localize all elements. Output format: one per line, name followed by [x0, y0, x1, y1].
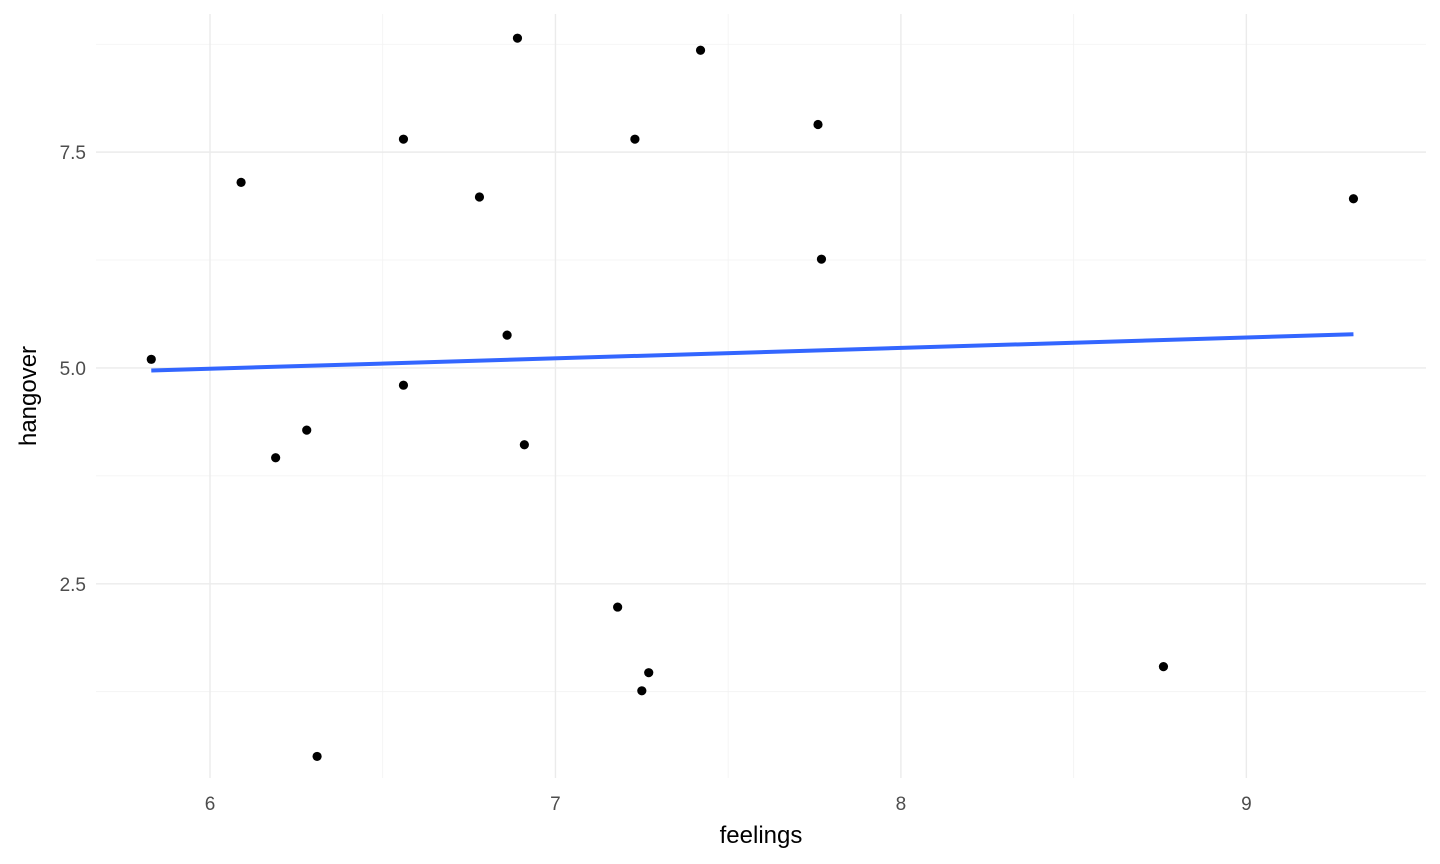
data-point-15 [695, 45, 706, 55]
data-point-17 [816, 254, 827, 264]
data-point-4 [312, 751, 322, 762]
data-point-12 [630, 134, 640, 144]
data-point-0 [146, 354, 156, 364]
data-point-1 [236, 177, 246, 187]
data-point-18 [1158, 662, 1169, 672]
data-point-13 [637, 686, 647, 696]
data-point-11 [613, 602, 623, 612]
data-point-6 [398, 380, 409, 390]
data-point-16 [813, 119, 823, 130]
regression-line-layer [151, 332, 1354, 373]
y-tick-label-2: 7.5 [60, 143, 86, 164]
x-axis-tick-labels: 6 7 8 9 [205, 794, 1252, 815]
data-point-10 [519, 440, 529, 450]
data-point-3 [302, 425, 312, 435]
x-tick-label-1: 7 [550, 794, 561, 815]
y-axis-tick-labels: 2.5 5.0 7.5 [60, 143, 86, 596]
x-tick-label-2: 8 [896, 794, 907, 815]
data-point-14 [644, 668, 654, 678]
minor-gridlines [96, 14, 1426, 778]
regression-line [151, 332, 1354, 373]
data-point-8 [502, 330, 512, 340]
x-tick-label-0: 6 [205, 794, 216, 815]
data-point-19 [1348, 194, 1359, 204]
y-tick-label-1: 5.0 [60, 359, 86, 380]
data-point-5 [398, 134, 409, 144]
data-point-7 [474, 192, 485, 202]
x-tick-label-3: 9 [1241, 794, 1252, 815]
x-axis-title: feelings [720, 822, 803, 849]
data-point-9 [512, 33, 523, 43]
y-axis-title: hangover [15, 346, 42, 446]
y-tick-label-0: 2.5 [60, 575, 86, 596]
major-gridlines [96, 14, 1426, 778]
data-points [146, 33, 1359, 762]
data-point-2 [271, 453, 281, 463]
